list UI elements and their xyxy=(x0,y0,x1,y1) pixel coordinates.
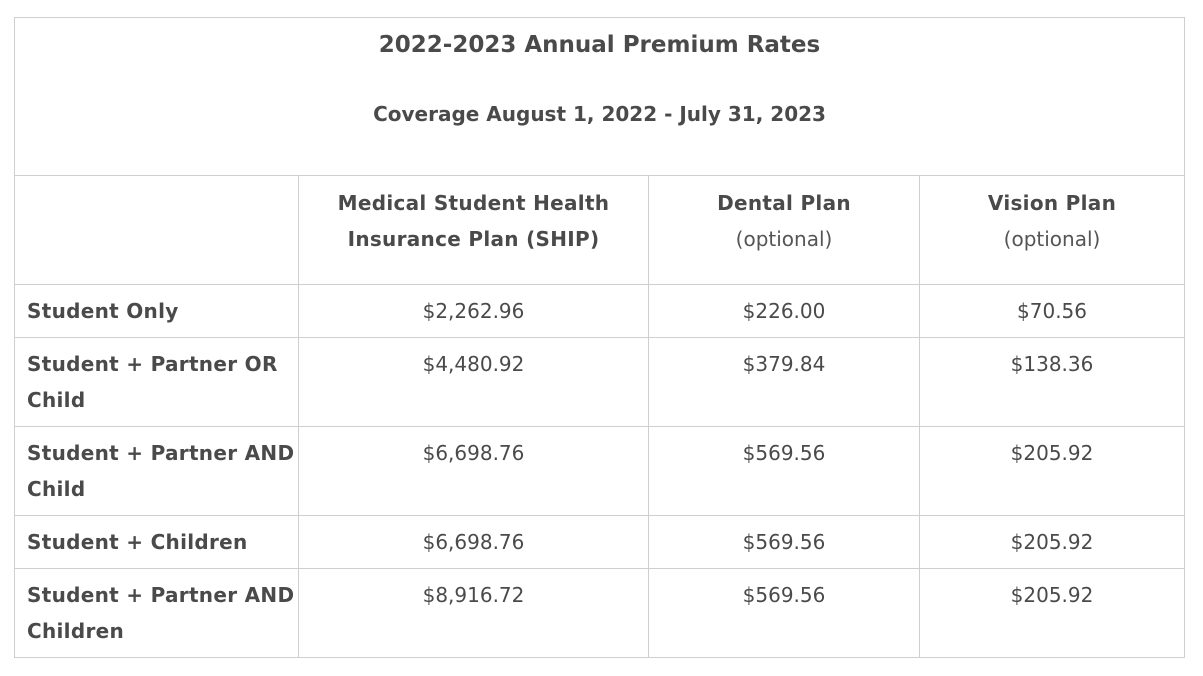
table-row: Student + Partner AND Child $6,698.76 $5… xyxy=(14,426,1186,516)
header-empty-cell xyxy=(14,175,299,285)
table-row: Student Only $2,262.96 $226.00 $70.56 xyxy=(14,284,1186,338)
table-row: Student + Partner OR Child $4,480.92 $37… xyxy=(14,337,1186,427)
table-row: Student + Children $6,698.76 $569.56 $20… xyxy=(14,515,1186,569)
header-medical-line1: Medical Student Health xyxy=(337,191,610,215)
row-label: Student + Partner AND Children xyxy=(14,568,299,658)
title-row: 2022-2023 Annual Premium Rates Coverage … xyxy=(13,17,1186,176)
dental-value: $569.56 xyxy=(648,426,920,516)
row-label: Student + Partner OR Child xyxy=(14,337,299,427)
premium-rates-table: 2022-2023 Annual Premium Rates Coverage … xyxy=(13,17,1186,658)
header-vision: Vision Plan (optional) xyxy=(918,175,1186,285)
header-dental-line1: Dental Plan xyxy=(717,191,851,215)
dental-value: $226.00 xyxy=(648,284,920,338)
header-row: Medical Student Health Insurance Plan (S… xyxy=(14,175,1186,285)
vision-value: $70.56 xyxy=(918,284,1186,338)
header-medical-line2: Insurance Plan (SHIP) xyxy=(347,227,600,251)
medical-value: $8,916.72 xyxy=(298,568,649,658)
medical-value: $6,698.76 xyxy=(298,515,649,569)
medical-value: $4,480.92 xyxy=(298,337,649,427)
dental-value: $569.56 xyxy=(648,568,920,658)
table-subtitle: Coverage August 1, 2022 - July 31, 2023 xyxy=(373,102,826,126)
title-cell: 2022-2023 Annual Premium Rates Coverage … xyxy=(13,17,1186,176)
header-vision-line2: (optional) xyxy=(1003,227,1101,251)
header-dental: Dental Plan (optional) xyxy=(648,175,920,285)
dental-value: $569.56 xyxy=(648,515,920,569)
table-row: Student + Partner AND Children $8,916.72… xyxy=(14,568,1186,658)
vision-value: $205.92 xyxy=(918,515,1186,569)
vision-value: $205.92 xyxy=(918,426,1186,516)
medical-value: $2,262.96 xyxy=(298,284,649,338)
row-label: Student + Children xyxy=(14,515,299,569)
vision-value: $138.36 xyxy=(918,337,1186,427)
row-label: Student Only xyxy=(14,284,299,338)
header-medical: Medical Student Health Insurance Plan (S… xyxy=(298,175,649,285)
table-title: 2022-2023 Annual Premium Rates xyxy=(378,32,821,58)
header-vision-line1: Vision Plan xyxy=(987,191,1117,215)
row-label: Student + Partner AND Child xyxy=(14,426,299,516)
vision-value: $205.92 xyxy=(918,568,1186,658)
header-dental-line2: (optional) xyxy=(735,227,833,251)
dental-value: $379.84 xyxy=(648,337,920,427)
medical-value: $6,698.76 xyxy=(298,426,649,516)
